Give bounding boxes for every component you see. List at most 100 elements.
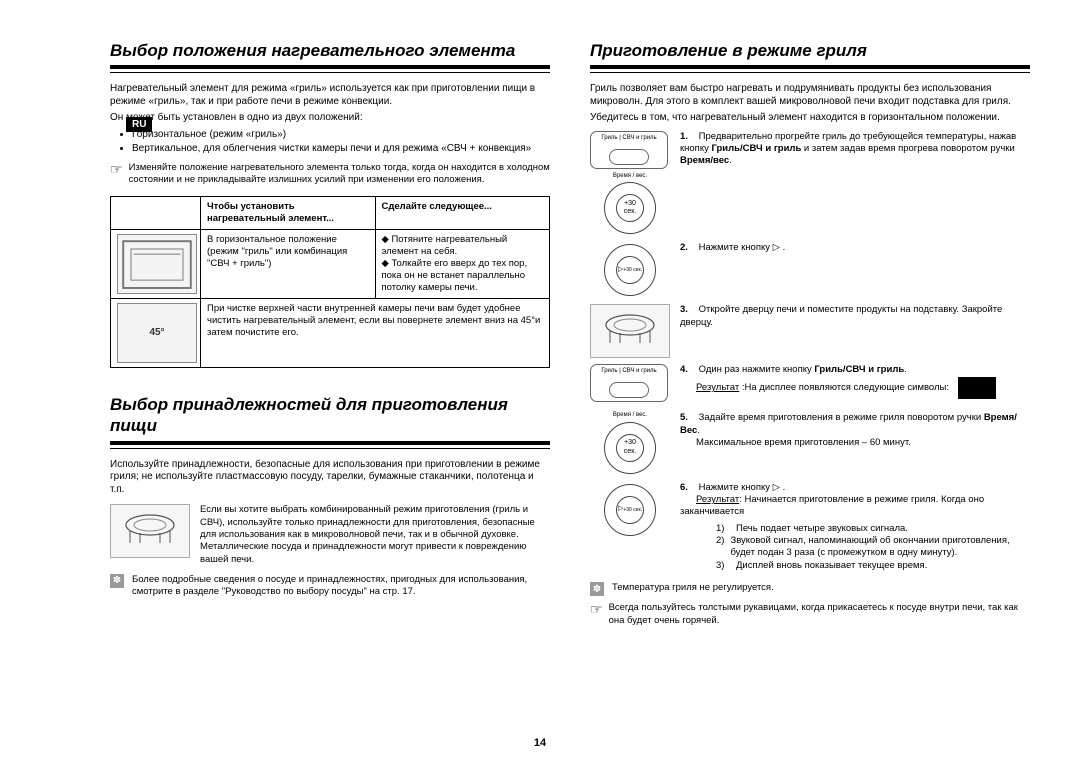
- step-icon-col: Время / вес. +30 сек.: [590, 412, 670, 476]
- final-warning: ☞ Всегда пользуйтесь толстыми рукавицами…: [590, 602, 1030, 627]
- table-header-img: [111, 197, 201, 230]
- right-intro: Гриль позволяет вам быстро нагревать и п…: [590, 83, 1030, 125]
- step-num: 2.: [680, 242, 696, 254]
- time-dial-icon: +30 сек.: [604, 422, 656, 474]
- text-part: .: [697, 425, 700, 436]
- list-item: Горизонтальное (режим «гриль»): [132, 129, 550, 142]
- divider-thin: [110, 72, 550, 73]
- result-text: :На дисплее появляются следующие символы…: [739, 382, 949, 393]
- text-part: .: [904, 364, 907, 375]
- table-cell: При чистке верхней части внутренней каме…: [201, 299, 550, 368]
- warning-text: Изменяйте положение нагревательного элем…: [129, 162, 550, 187]
- sub-num: 3): [716, 560, 730, 572]
- step-num: 4.: [680, 364, 696, 376]
- intro-list: Горизонтальное (режим «гриль») Вертикаль…: [132, 129, 550, 156]
- result-label: Результат: [696, 494, 739, 505]
- oven-diagram: [117, 234, 197, 294]
- step-text: 4. Один раз нажмите кнопку Гриль/СВЧ и г…: [680, 364, 1030, 406]
- divider: [590, 65, 1030, 69]
- dial-label: Время / вес.: [590, 173, 670, 181]
- text-bold: Гриль/СВЧ и гриль: [711, 143, 801, 154]
- table-header: Чтобы установить нагревательный элемент.…: [201, 197, 376, 230]
- footnote: ✽ Более подробные сведения о посуде и пр…: [110, 574, 550, 599]
- section2-intro: Используйте принадлежности, безопасные д…: [110, 459, 550, 497]
- table-img-cell: [111, 230, 201, 299]
- step-text: 6. Нажмите кнопку ▷ . Результат: Начинае…: [680, 482, 1030, 572]
- angle-diagram: 45°: [117, 303, 197, 363]
- dial-center: +30 сек.: [616, 434, 644, 462]
- text-part: и затем задав время прогрева поворотом р…: [801, 143, 1014, 154]
- sub-num: 2): [716, 535, 724, 560]
- divider-thin: [110, 448, 550, 449]
- sub-text: Печь подает четыре звуковых сигнала.: [736, 523, 908, 535]
- info-icon: ✽: [590, 582, 604, 596]
- grill-button-icon: Гриль | СВЧ и гриль: [590, 131, 668, 169]
- footnote-text: Более подробные сведения о посуде и прин…: [132, 574, 550, 599]
- step-3: 3. Откройте дверцу печи и поместите прод…: [590, 304, 1030, 358]
- cell-text: Толкайте его вверх до тех пор, пока он н…: [382, 258, 528, 293]
- intro-text: Он может быть установлен в одно из двух …: [110, 112, 550, 125]
- step-text: 2. Нажмите кнопку ▷ .: [680, 242, 1030, 298]
- step-2: ▷+30 сек. 2. Нажмите кнопку ▷ .: [590, 242, 1030, 298]
- step-4: Гриль | СВЧ и гриль 4. Один раз нажмите …: [590, 364, 1030, 406]
- sub-list: 1)Печь подает четыре звуковых сигнала. 2…: [716, 523, 1030, 572]
- final-note-text: Температура гриля не регулируется.: [612, 582, 774, 596]
- display-symbol: [958, 377, 996, 399]
- dial-center-play: ▷+30 сек.: [616, 256, 644, 284]
- section3-title: Приготовление в режиме гриля: [590, 40, 1030, 61]
- intro-text: Гриль позволяет вам быстро нагревать и п…: [590, 83, 1030, 108]
- accessory-row: Если вы хотите выбрать комбинированный р…: [110, 504, 550, 566]
- dial-center: +30 сек.: [616, 194, 644, 222]
- section2-title: Выбор принадлежностей для приготовления …: [110, 394, 550, 437]
- divider: [110, 65, 550, 69]
- page-number: 14: [534, 737, 546, 749]
- step-num: 1.: [680, 131, 696, 143]
- step-text: 1. Предварительно прогрейте гриль до тре…: [680, 131, 1030, 237]
- text-part: Задайте время приготовления в режиме гри…: [699, 412, 984, 423]
- divider: [110, 441, 550, 445]
- step-icon-col: ▷+30 сек.: [590, 242, 670, 298]
- step-icon-col: Гриль | СВЧ и гриль: [590, 364, 670, 406]
- text-part: Нажмите кнопку: [699, 242, 773, 253]
- step-text: 5. Задайте время приготовления в режиме …: [680, 412, 1030, 476]
- section1-intro: Нагревательный элемент для режима «гриль…: [110, 83, 550, 156]
- left-column: Выбор положения нагревательного элемента…: [110, 40, 550, 637]
- divider-thin: [590, 72, 1030, 73]
- text-part: .: [729, 155, 732, 166]
- final-warn-text: Всегда пользуйтесь толстыми рукавицами, …: [609, 602, 1030, 627]
- dial-label: Время / вес.: [590, 412, 670, 420]
- cell-text: Потяните нагревательный элемент на себя.: [382, 234, 508, 257]
- table-img-cell: 45°: [111, 299, 201, 368]
- hand-icon: ☞: [110, 162, 123, 176]
- right-column: Приготовление в режиме гриля Гриль позво…: [590, 40, 1030, 637]
- section-accessories: Выбор принадлежностей для приготовления …: [110, 394, 550, 598]
- intro-text: Убедитесь в том, что нагревательный элем…: [590, 112, 1030, 125]
- step-icon-col: [590, 304, 670, 358]
- step-text: 3. Откройте дверцу печи и поместите прод…: [680, 304, 1030, 358]
- table-header: Сделайте следующее...: [375, 197, 550, 230]
- list-item: Вертикальное, для облегчения чистки каме…: [132, 143, 550, 156]
- dial-center-play: ▷+30 сек.: [616, 496, 644, 524]
- play-icon: ▷: [773, 242, 780, 253]
- step-icon-col: ▷+30 сек.: [590, 482, 670, 572]
- step-5: Время / вес. +30 сек. 5. Задайте время п…: [590, 412, 1030, 476]
- grill-rack-icon: [590, 304, 670, 358]
- btn-oval: [609, 149, 649, 165]
- info-icon: ✽: [110, 574, 124, 588]
- text-part: Откройте дверцу печи и поместите продукт…: [680, 304, 1002, 327]
- hand-icon: ☞: [590, 602, 603, 616]
- step-num: 3.: [680, 304, 696, 316]
- start-dial-icon: ▷+30 сек.: [604, 244, 656, 296]
- step-num: 5.: [680, 412, 696, 424]
- result-label: Результат: [696, 382, 739, 393]
- btn-oval: [609, 382, 649, 398]
- btn-label: Гриль | СВЧ и гриль: [601, 135, 656, 143]
- sub-text: Звуковой сигнал, напоминающий об окончан…: [730, 535, 1030, 560]
- section-heating-element: Выбор положения нагревательного элемента…: [110, 40, 550, 368]
- position-table: Чтобы установить нагревательный элемент.…: [110, 196, 550, 368]
- table-cell: ◆ Потяните нагревательный элемент на себ…: [375, 230, 550, 299]
- text-bold: Гриль/СВЧ и гриль: [814, 364, 904, 375]
- grill-button-icon: Гриль | СВЧ и гриль: [590, 364, 668, 402]
- text-part: Один раз нажмите кнопку: [699, 364, 815, 375]
- grill-rack-icon: [110, 504, 190, 558]
